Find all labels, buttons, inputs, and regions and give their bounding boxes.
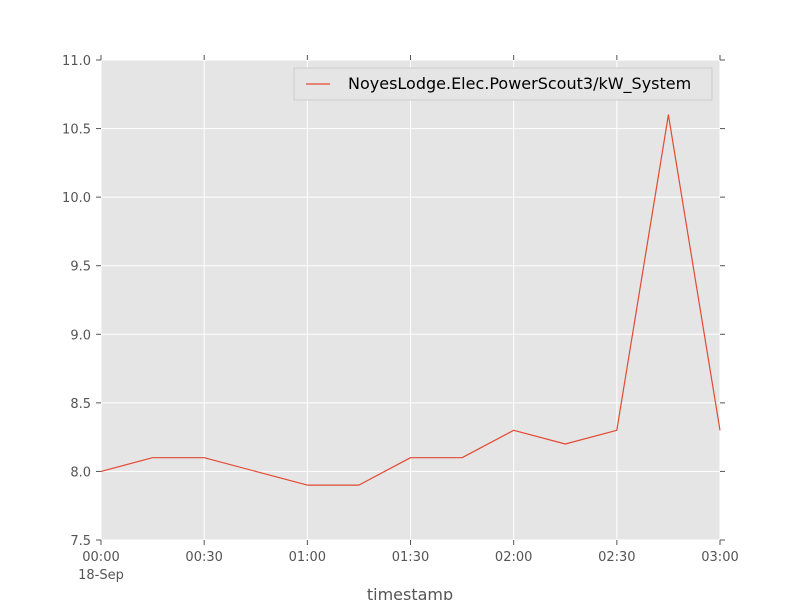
y-tick-label: 9.5 — [70, 260, 91, 275]
tick-labels: 7.5 8.0 8.5 9.0 9.5 10.0 10.5 11.0 00:00 18-Sep 00… — [62, 54, 739, 583]
y-tick-label: 8.5 — [70, 397, 91, 412]
x-tick-label: 00:00 — [82, 550, 119, 565]
axis-ticks — [96, 55, 725, 545]
legend: NoyesLodge.Elec.PowerScout3/kW_System — [293, 67, 713, 101]
y-tick-label: 10.5 — [62, 123, 91, 138]
x-tick-label: 02:00 — [495, 550, 532, 565]
legend-entry: NoyesLodge.Elec.PowerScout3/kW_System — [348, 74, 691, 94]
x-tick-label: 01:00 — [289, 550, 326, 565]
y-tick-label: 11.0 — [62, 54, 91, 69]
series-group — [100, 114, 721, 486]
y-tick-label: 7.5 — [70, 534, 91, 549]
x-tick-label: 00:30 — [185, 550, 222, 565]
y-tick-label: 8.0 — [70, 465, 91, 480]
x-axis-label: timestamp — [367, 585, 453, 600]
series-line — [100, 114, 721, 486]
x-tick-label: 03:00 — [701, 550, 738, 565]
legend-box — [293, 67, 713, 101]
x-tick-label: 01:30 — [392, 550, 429, 565]
y-tick-label: 10.0 — [62, 191, 91, 206]
x-date-label: 18-Sep — [78, 568, 124, 583]
y-tick-label: 9.0 — [70, 328, 91, 343]
x-tick-label: 02:30 — [598, 550, 635, 565]
